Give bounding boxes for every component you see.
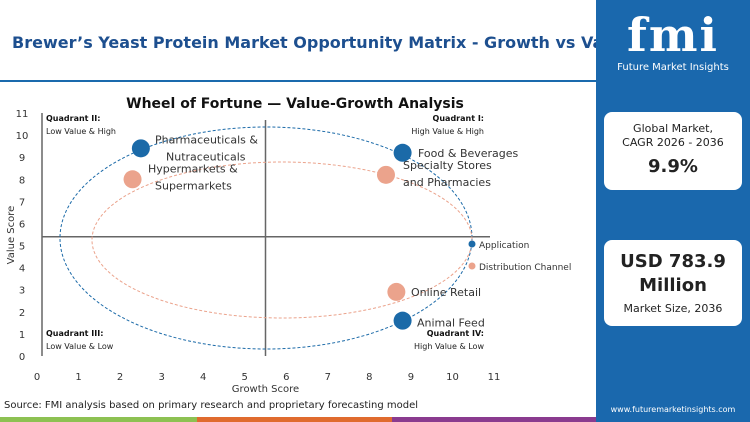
x-tick-label: 2	[117, 372, 123, 383]
y-tick-label: 0	[19, 352, 25, 363]
y-tick-label: 3	[19, 286, 25, 297]
sidebar: fmi Future Market Insights Global Market…	[596, 0, 750, 422]
point-label: Online Retail	[411, 286, 481, 299]
quadrant-description: High Value & Low	[414, 342, 484, 351]
y-tick-label: 7	[19, 197, 25, 208]
point-label: Animal Feed	[417, 317, 485, 330]
point-label: Food & Beverages	[418, 147, 519, 160]
y-tick-label: 5	[19, 242, 25, 253]
footer-bar-green	[0, 417, 197, 422]
cagr-value: 9.9%	[648, 156, 698, 177]
y-tick-label: 6	[19, 219, 25, 230]
fmi-logo: fmi Future Market Insights	[596, 8, 750, 73]
y-tick-label: 11	[16, 109, 29, 120]
data-point	[393, 143, 412, 162]
logo-text: fmi	[627, 8, 719, 62]
quadrant-description: Low Value & Low	[46, 342, 114, 351]
x-axis-label: Growth Score	[232, 384, 299, 395]
distribution-ring	[91, 161, 473, 319]
data-point	[123, 170, 142, 189]
legend-marker	[468, 262, 476, 270]
point-label: Supermarkets	[155, 179, 232, 192]
y-tick-label: 10	[16, 131, 29, 142]
cagr-card: Global Market, CAGR 2026 - 2036 9.9%	[604, 112, 742, 190]
market-size-value: USD 783.9 Million	[620, 251, 726, 296]
x-tick-label: 5	[242, 372, 248, 383]
footer-bar-orange	[197, 417, 392, 422]
quadrant-description: Low Value & High	[46, 127, 116, 136]
quadrant-description: High Value & High	[411, 127, 484, 136]
quadrant-title: Quadrant I:	[433, 114, 484, 123]
x-tick-label: 10	[446, 372, 459, 383]
y-tick-label: 4	[19, 264, 25, 275]
legend-label: Distribution Channel	[479, 263, 571, 273]
market-size-card: USD 783.9 Million Market Size, 2036	[604, 240, 742, 326]
x-tick-label: 0	[34, 372, 40, 383]
y-tick-label: 9	[19, 153, 25, 164]
data-point	[131, 139, 150, 158]
data-point	[393, 311, 412, 330]
data-point	[387, 282, 406, 301]
divider	[0, 80, 596, 82]
footer-bar-purple	[392, 417, 596, 422]
logo-subtitle: Future Market Insights	[617, 62, 729, 73]
legend-label: Application	[479, 241, 529, 251]
chart: Wheel of Fortune — Value-Growth Analysis…	[6, 96, 571, 395]
y-tick-label: 8	[19, 175, 25, 186]
point-label: Pharmaceuticals &	[155, 133, 258, 146]
point-label: Nutraceuticals	[166, 150, 246, 163]
x-tick-label: 1	[75, 372, 81, 383]
legend-marker	[468, 240, 476, 248]
point-label: and Pharmacies	[403, 176, 491, 189]
x-tick-label: 11	[488, 372, 501, 383]
point-label: Specialty Stores	[403, 159, 492, 172]
y-axis-label: Value Score	[6, 206, 17, 265]
x-tick-label: 9	[408, 372, 414, 383]
data-point	[376, 165, 395, 184]
market-size-label: Market Size, 2036	[623, 302, 723, 315]
x-tick-label: 7	[325, 372, 331, 383]
y-tick-label: 1	[19, 330, 25, 341]
y-tick-label: 2	[19, 308, 25, 319]
website-link[interactable]: www.futuremarketinsights.com	[610, 405, 736, 414]
x-tick-label: 3	[158, 372, 164, 383]
x-tick-label: 4	[200, 372, 206, 383]
quadrant-title: Quadrant III:	[46, 329, 103, 338]
cagr-label: Global Market, CAGR 2026 - 2036	[622, 122, 724, 149]
x-tick-label: 6	[283, 372, 289, 383]
source-note: Source: FMI analysis based on primary re…	[4, 400, 419, 411]
chart-title: Wheel of Fortune — Value-Growth Analysis	[126, 96, 464, 112]
page-title: Brewer’s Yeast Protein Market Opportunit…	[12, 33, 632, 52]
point-label: Hypermarkets &	[148, 162, 238, 175]
x-tick-label: 8	[366, 372, 372, 383]
quadrant-title: Quadrant II:	[46, 114, 100, 123]
quadrant-title: Quadrant IV:	[427, 329, 484, 338]
